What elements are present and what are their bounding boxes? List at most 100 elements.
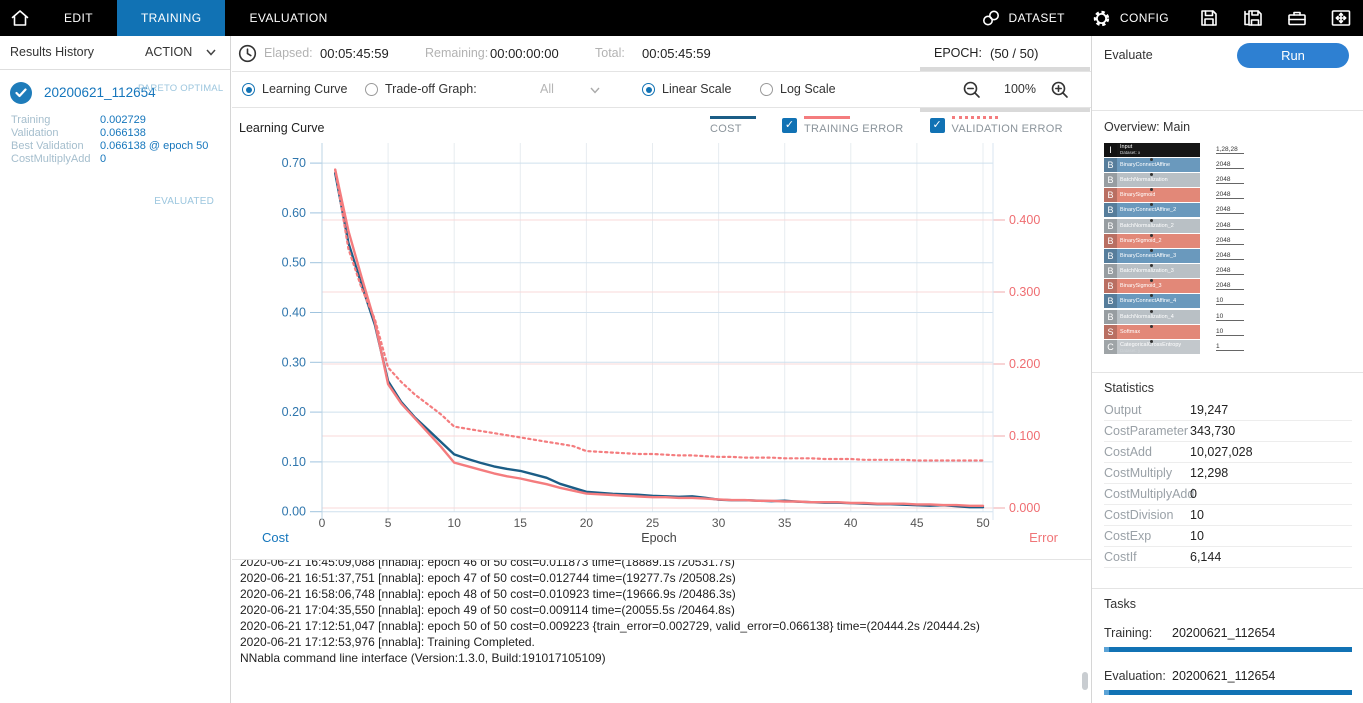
result-list-item[interactable]: 20200621_112654 PARETO OPTIMAL Training 0…: [0, 70, 230, 207]
legend-item-training-error[interactable]: ✓ TRAINING ERROR: [782, 116, 904, 135]
linear-scale-radio[interactable]: [642, 83, 655, 96]
legend-entry: VALIDATION ERROR: [951, 116, 1063, 135]
metric-value: 0.002729: [100, 114, 146, 126]
left-tick-label: 0.40: [282, 306, 306, 320]
statistics-table: Output 19,247 CostParameter 343,730 CostAdd 1…: [1104, 400, 1352, 568]
net-layer-name: BinarySigmoid: [1120, 192, 1156, 199]
net-layer-text: BinaryConnectAffine_4: [1117, 298, 1176, 304]
stat-row: CostExp 10: [1104, 526, 1352, 547]
task-progress-bar: [1104, 690, 1352, 695]
x-tick-label: 20: [580, 516, 594, 530]
x-tick-label: 0: [319, 516, 326, 530]
net-layer-letter: B: [1104, 279, 1117, 294]
net-layer-size: 2048: [1216, 161, 1244, 169]
training-log-content: 2020-06-21 16:45:09,088 [nnabla]: epoch …: [240, 560, 1091, 666]
elapsed-label: Elapsed:: [264, 46, 313, 60]
metric-value: 0.066138 @ epoch 50: [100, 140, 209, 152]
tab-evaluation[interactable]: EVALUATION: [249, 11, 328, 25]
net-layer-row: B BinaryConnectAffine 2048: [1104, 157, 1304, 172]
net-layer-text: BatchNormalization_3: [1117, 268, 1174, 274]
right-tick-label: 0.100: [1009, 429, 1040, 443]
net-layer-letter: B: [1104, 172, 1117, 187]
net-layer-text: Input Dataset: x: [1117, 144, 1140, 155]
series-cost: [333, 171, 985, 509]
net-layer-sub: Dataset: x: [1120, 150, 1141, 156]
save-button[interactable]: [1197, 6, 1221, 30]
stat-value: 0: [1190, 487, 1197, 501]
stat-value: 10,027,028: [1190, 445, 1253, 459]
net-layer-row: B BinaryConnectAffine_3 2048: [1104, 248, 1304, 263]
chart-title: Learning Curve: [239, 121, 325, 135]
tab-training[interactable]: TRAINING: [116, 0, 226, 36]
chart-hscrollbar[interactable]: [920, 108, 1090, 112]
net-layer-letter: S: [1104, 324, 1117, 339]
network-overview-thumbnail[interactable]: I Input Dataset: x 1,28,28 B BinaryConnectAff…: [1104, 142, 1304, 355]
stat-label: CostMultiply: [1104, 466, 1173, 480]
result-metric-row: Training 0.002729: [0, 114, 230, 127]
stat-label: CostAdd: [1104, 445, 1152, 459]
net-layer-binarysigmoid: B BinarySigmoid: [1104, 188, 1200, 203]
net-layer-name: Input: [1120, 144, 1133, 151]
log-scrollbar[interactable]: [1082, 672, 1088, 690]
legend-checkbox[interactable]: ✓: [929, 118, 945, 133]
legend-entry: TRAINING ERROR: [804, 116, 904, 135]
net-layer-letter: C: [1104, 340, 1117, 355]
epoch-value: (50 / 50): [990, 46, 1039, 61]
task-result-name[interactable]: 20200621_112654: [1172, 669, 1276, 683]
net-layer-letter: B: [1104, 203, 1117, 218]
legend-item-validation-error[interactable]: ✓ VALIDATION ERROR: [929, 116, 1063, 135]
metric-value: 0: [100, 153, 107, 165]
metric-label: CostMultiplyAdd: [11, 153, 91, 165]
action-dropdown[interactable]: ACTION: [145, 45, 216, 59]
home-button[interactable]: [0, 0, 40, 36]
net-layer-batchnormalization: B BatchNormalization: [1104, 172, 1200, 187]
net-layer-row: B BatchNormalization_3 2048: [1104, 264, 1304, 279]
toolbox-icon: [1288, 11, 1306, 26]
metric-label: Validation: [11, 127, 59, 139]
log-line: 2020-06-21 16:45:09,088 [nnabla]: epoch …: [240, 560, 735, 569]
net-layer-name: BinaryConnectAffine_2: [1120, 207, 1177, 214]
task-result-name[interactable]: 20200621_112654: [1172, 626, 1276, 640]
zoom-out-button[interactable]: [962, 80, 982, 100]
tab-edit[interactable]: EDIT: [64, 11, 93, 25]
net-layer-text: BinarySigmoid: [1117, 192, 1155, 198]
x-tick-label: 5: [385, 516, 392, 530]
training-main-panel: Elapsed: 00:05:45:59 Remaining: 00:00:00…: [232, 36, 1091, 703]
net-layer-name: BatchNormalization_2: [1120, 222, 1174, 229]
right-axis-caption: Error: [1029, 530, 1059, 545]
metric-value: 0.066138: [100, 127, 146, 139]
legend-checkbox[interactable]: ✓: [782, 118, 797, 133]
top-navigation-bar: EDIT TRAINING EVALUATION DATASET CONFIG: [0, 0, 1363, 36]
net-layer-text: BinarySigmoid_3: [1117, 283, 1162, 289]
x-tick-label: 25: [646, 516, 660, 530]
save-as-button[interactable]: [1241, 6, 1265, 30]
results-history-title: Results History: [10, 45, 95, 59]
net-layer-binaryconnectaffine_2: B BinaryConnectAffine_2: [1104, 203, 1200, 218]
tradeoff-filter-dropdown[interactable]: All: [540, 82, 554, 96]
log-scale-radio[interactable]: [760, 83, 773, 96]
net-layer-size: 2048: [1216, 222, 1244, 230]
window-fit-button[interactable]: [1329, 6, 1353, 30]
dataset-nav-button[interactable]: DATASET: [973, 8, 1073, 28]
dropdown-chevron-icon[interactable]: [590, 87, 600, 94]
stat-row: CostDivision 10: [1104, 505, 1352, 526]
run-button[interactable]: Run: [1237, 43, 1349, 68]
result-metrics: Training 0.002729 Validation 0.066138 Best V…: [0, 114, 230, 166]
tradeoff-graph-radio[interactable]: [365, 83, 378, 96]
net-layer-sub: Dataset: y: [1120, 347, 1141, 353]
zoom-in-button[interactable]: [1050, 80, 1070, 100]
net-layer-name: BatchNormalization_3: [1120, 268, 1174, 275]
evaluate-label: Evaluate: [1104, 48, 1153, 62]
tradeoff-graph-radio-label: Trade-off Graph:: [385, 82, 477, 96]
move-arrows-icon: [1331, 10, 1351, 26]
task-label: Evaluation:: [1104, 669, 1166, 683]
learning-curve-radio[interactable]: [242, 83, 255, 96]
graph-controls-bar: Learning Curve Trade-off Graph: All Line…: [232, 72, 1091, 108]
total-label: Total:: [595, 46, 625, 60]
learning-curve-chart[interactable]: 0 5 10 15 20 25 30 35 40 45 50 0.00 0.10 0.20 0.30 0.40…: [232, 108, 1091, 560]
left-tick-label: 0.50: [282, 256, 306, 270]
config-nav-button[interactable]: CONFIG: [1083, 8, 1177, 29]
toolbox-button[interactable]: [1285, 6, 1309, 30]
net-layer-name: BinaryConnectAffine_3: [1120, 252, 1177, 259]
stat-row: CostParameter 343,730: [1104, 421, 1352, 442]
